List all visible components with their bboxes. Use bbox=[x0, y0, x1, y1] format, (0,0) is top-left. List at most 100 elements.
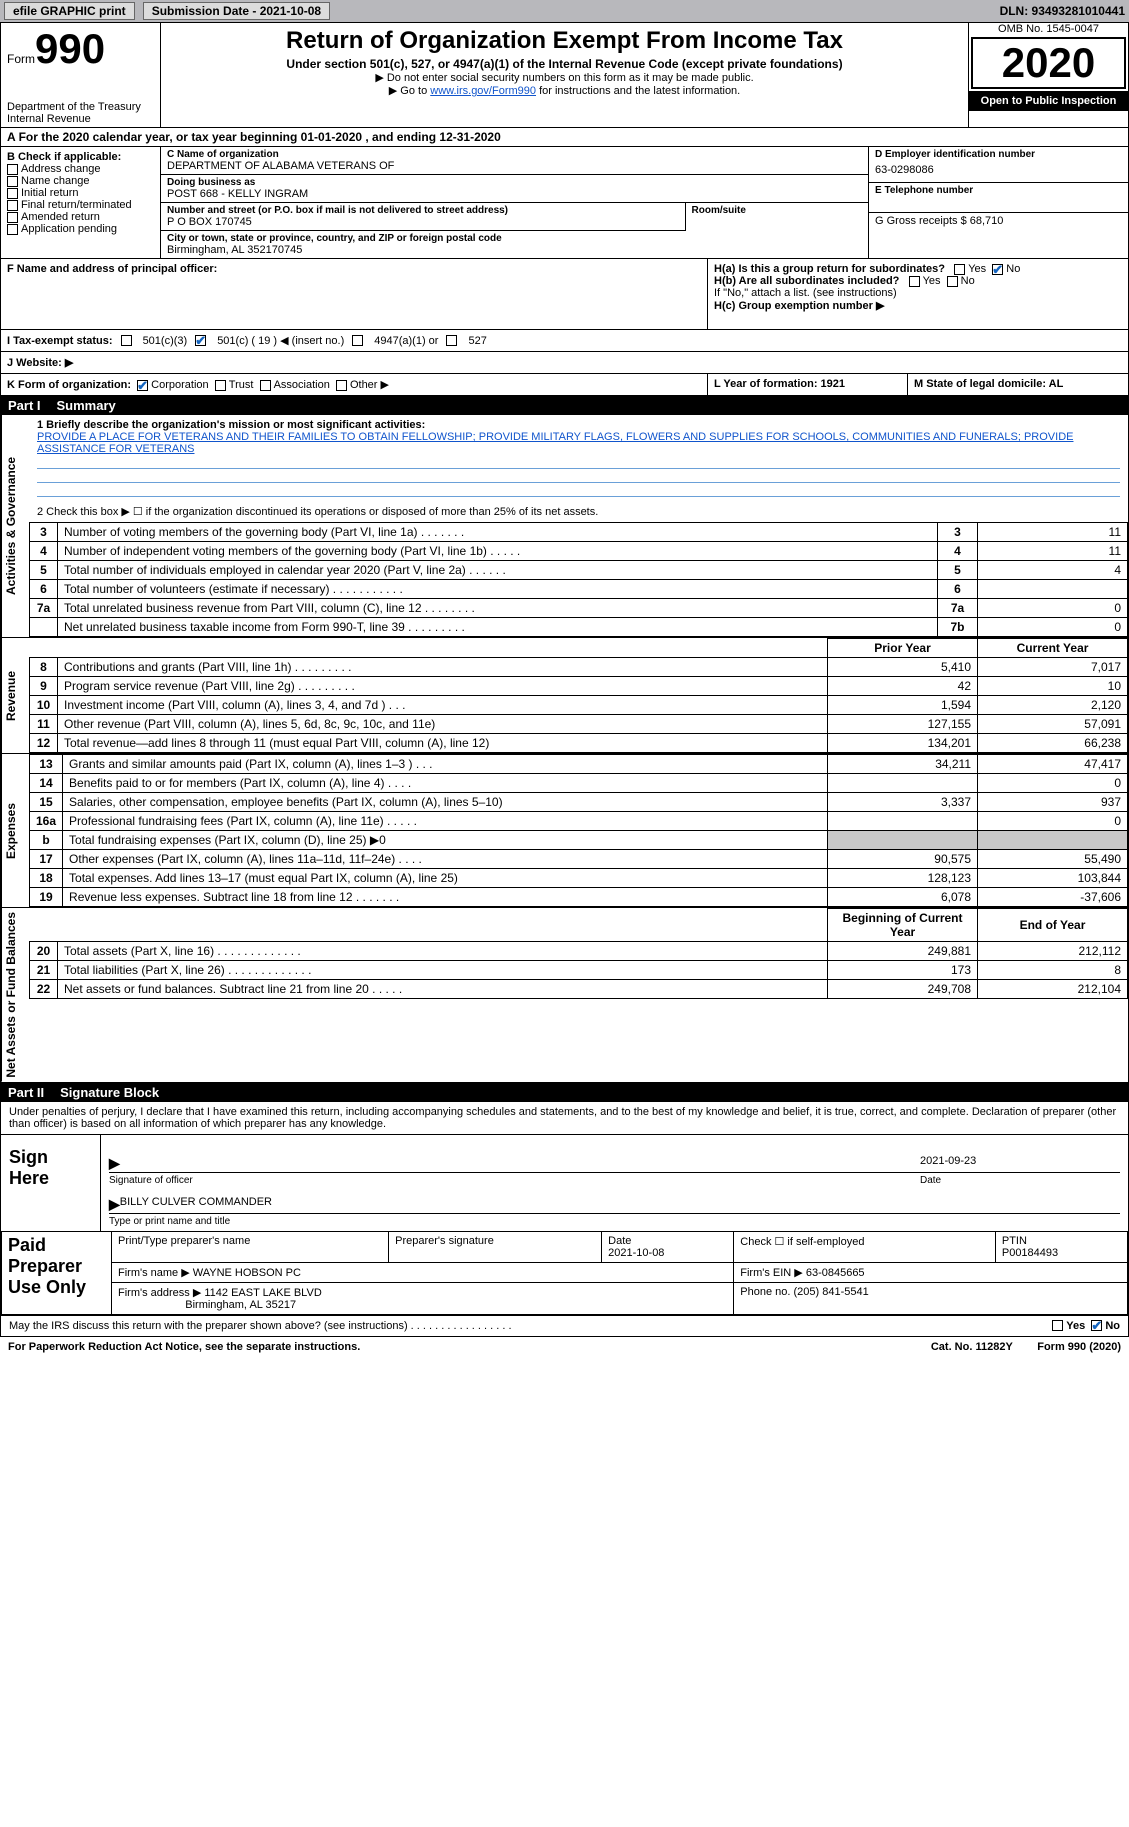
section-d: D Employer identification number 63-0298… bbox=[868, 147, 1128, 258]
footer-form: Form 990 (2020) bbox=[1037, 1341, 1121, 1353]
checkbox-assoc[interactable] bbox=[260, 380, 271, 391]
dba-value: POST 668 - KELLY INGRAM bbox=[167, 188, 862, 200]
sign-here-label: Sign Here bbox=[1, 1135, 101, 1231]
omb-label: OMB No. 1545-0047 bbox=[969, 23, 1128, 35]
mission-text: PROVIDE A PLACE FOR VETERANS AND THEIR F… bbox=[37, 431, 1073, 455]
table-row: 11Other revenue (Part VIII, column (A), … bbox=[30, 715, 1128, 734]
table-row: 18Total expenses. Add lines 13–17 (must … bbox=[30, 869, 1128, 888]
form-subtitle: Under section 501(c), 527, or 4947(a)(1)… bbox=[169, 57, 960, 71]
opt-other: Other ▶ bbox=[350, 379, 389, 391]
table-header-row: Beginning of Current YearEnd of Year bbox=[30, 909, 1128, 942]
hb-label: H(b) Are all subordinates included? bbox=[714, 275, 899, 287]
part2-title: Signature Block bbox=[60, 1085, 159, 1100]
opt-trust: Trust bbox=[229, 379, 254, 391]
checkbox-4947[interactable] bbox=[352, 335, 363, 346]
checkbox-discuss-no[interactable] bbox=[1091, 1320, 1102, 1331]
i-label: I Tax-exempt status: bbox=[7, 335, 113, 347]
checkbox-discuss-yes[interactable] bbox=[1052, 1320, 1063, 1331]
firm-label: Firm's name ▶ bbox=[118, 1267, 190, 1279]
sig-officer-label: Signature of officer bbox=[109, 1175, 920, 1186]
checkbox-hb-yes[interactable] bbox=[909, 276, 920, 287]
org-name: DEPARTMENT OF ALABAMA VETERANS OF bbox=[167, 160, 862, 172]
hb-note: If "No," attach a list. (see instruction… bbox=[714, 287, 1122, 299]
vert-governance: Activities & Governance bbox=[1, 415, 29, 637]
j-label: J Website: ▶ bbox=[7, 356, 73, 369]
city-value: Birmingham, AL 352170745 bbox=[167, 244, 862, 256]
revenue-table: Prior YearCurrent Year8Contributions and… bbox=[29, 638, 1128, 753]
open-inspection: Open to Public Inspection bbox=[969, 91, 1128, 111]
mission-block: 1 Briefly describe the organization's mi… bbox=[29, 415, 1128, 522]
top-toolbar: efile GRAPHIC print Submission Date - 20… bbox=[0, 0, 1129, 23]
checkbox-address-change[interactable] bbox=[7, 164, 18, 175]
org-name-label: C Name of organization bbox=[167, 149, 862, 160]
checkbox-application-pending[interactable] bbox=[7, 224, 18, 235]
discuss-row: May the IRS discuss this return with the… bbox=[0, 1316, 1129, 1337]
h-b-row: H(b) Are all subordinates included? Yes … bbox=[714, 275, 1122, 287]
discuss-yes: Yes bbox=[1066, 1320, 1085, 1332]
checkbox-hb-no[interactable] bbox=[947, 276, 958, 287]
ein-label: D Employer identification number bbox=[875, 149, 1122, 160]
phone-value: (205) 841-5541 bbox=[793, 1286, 868, 1298]
checkbox-final-return[interactable] bbox=[7, 200, 18, 211]
paid-preparer-label: Paid Preparer Use Only bbox=[2, 1231, 112, 1314]
checkbox-amended-return[interactable] bbox=[7, 212, 18, 223]
irs-link[interactable]: www.irs.gov/Form990 bbox=[430, 85, 536, 97]
opt-amended-return: Amended return bbox=[21, 211, 100, 223]
checkbox-ha-no[interactable] bbox=[992, 264, 1003, 275]
expenses-table: 13Grants and similar amounts paid (Part … bbox=[29, 754, 1128, 907]
governance-table: 3Number of voting members of the governi… bbox=[29, 522, 1128, 637]
name-title-label: Type or print name and title bbox=[109, 1216, 1120, 1227]
section-b: B Check if applicable: Address change Na… bbox=[1, 147, 161, 258]
table-row: 21Total liabilities (Part X, line 26) . … bbox=[30, 961, 1128, 980]
submission-date-button[interactable]: Submission Date - 2021-10-08 bbox=[143, 2, 330, 20]
street-label: Number and street (or P.O. box if mail i… bbox=[167, 205, 679, 216]
dln-label: DLN: 93493281010441 bbox=[1000, 4, 1125, 18]
part-1-header: Part I Summary bbox=[0, 396, 1129, 415]
checkbox-ha-yes[interactable] bbox=[954, 264, 965, 275]
signature-block: Under penalties of perjury, I declare th… bbox=[0, 1102, 1129, 1316]
hb-yes: Yes bbox=[923, 275, 941, 287]
officer-name: BILLY CULVER COMMANDER bbox=[120, 1196, 272, 1213]
addr2: Birmingham, AL 35217 bbox=[185, 1299, 296, 1311]
h-check: Check ☐ if self-employed bbox=[734, 1231, 996, 1262]
table-row: bTotal fundraising expenses (Part IX, co… bbox=[30, 831, 1128, 850]
checkbox-501c3[interactable] bbox=[121, 335, 132, 346]
declaration-text: Under penalties of perjury, I declare th… bbox=[1, 1102, 1128, 1134]
dept-label: Department of the Treasury Internal Reve… bbox=[7, 101, 154, 125]
l2-text: 2 Check this box ▶ ☐ if the organization… bbox=[37, 505, 1120, 518]
page-footer: For Paperwork Reduction Act Notice, see … bbox=[0, 1337, 1129, 1357]
efile-button[interactable]: efile GRAPHIC print bbox=[4, 2, 135, 20]
gross-receipts: G Gross receipts $ 68,710 bbox=[875, 215, 1122, 227]
table-row: 12Total revenue—add lines 8 through 11 (… bbox=[30, 734, 1128, 753]
part1-title: Summary bbox=[57, 398, 116, 413]
firm-ein-label: Firm's EIN ▶ bbox=[740, 1267, 803, 1279]
table-row: 16aProfessional fundraising fees (Part I… bbox=[30, 812, 1128, 831]
checkbox-other[interactable] bbox=[336, 380, 347, 391]
table-row: 3Number of voting members of the governi… bbox=[30, 523, 1128, 542]
footer-left: For Paperwork Reduction Act Notice, see … bbox=[8, 1341, 360, 1353]
vert-expenses: Expenses bbox=[1, 754, 29, 907]
checkbox-initial-return[interactable] bbox=[7, 188, 18, 199]
checkbox-corp[interactable] bbox=[137, 380, 148, 391]
checkbox-name-change[interactable] bbox=[7, 176, 18, 187]
ha-yes: Yes bbox=[968, 263, 986, 275]
checkbox-trust[interactable] bbox=[215, 380, 226, 391]
section-klm: K Form of organization: Corporation Trus… bbox=[0, 374, 1129, 396]
opt-address-change: Address change bbox=[21, 163, 101, 175]
vert-netassets: Net Assets or Fund Balances bbox=[1, 908, 29, 1082]
governance-section: Activities & Governance 1 Briefly descri… bbox=[0, 415, 1129, 638]
section-i: I Tax-exempt status: 501(c)(3) 501(c) ( … bbox=[0, 330, 1129, 352]
checkbox-501c[interactable] bbox=[195, 335, 206, 346]
hc-label: H(c) Group exemption number ▶ bbox=[714, 300, 884, 312]
table-row: 5Total number of individuals employed in… bbox=[30, 561, 1128, 580]
section-bcd: B Check if applicable: Address change Na… bbox=[0, 147, 1129, 259]
table-row: 9Program service revenue (Part VIII, lin… bbox=[30, 677, 1128, 696]
part1-tag: Part I bbox=[8, 398, 41, 413]
table-row: 22Net assets or fund balances. Subtract … bbox=[30, 980, 1128, 999]
k-label: K Form of organization: bbox=[7, 379, 131, 391]
expenses-section: Expenses 13Grants and similar amounts pa… bbox=[0, 754, 1129, 908]
state-domicile: M State of legal domicile: AL bbox=[914, 378, 1063, 390]
checkbox-527[interactable] bbox=[446, 335, 457, 346]
room-label: Room/suite bbox=[692, 205, 863, 216]
table-row: 14Benefits paid to or for members (Part … bbox=[30, 774, 1128, 793]
